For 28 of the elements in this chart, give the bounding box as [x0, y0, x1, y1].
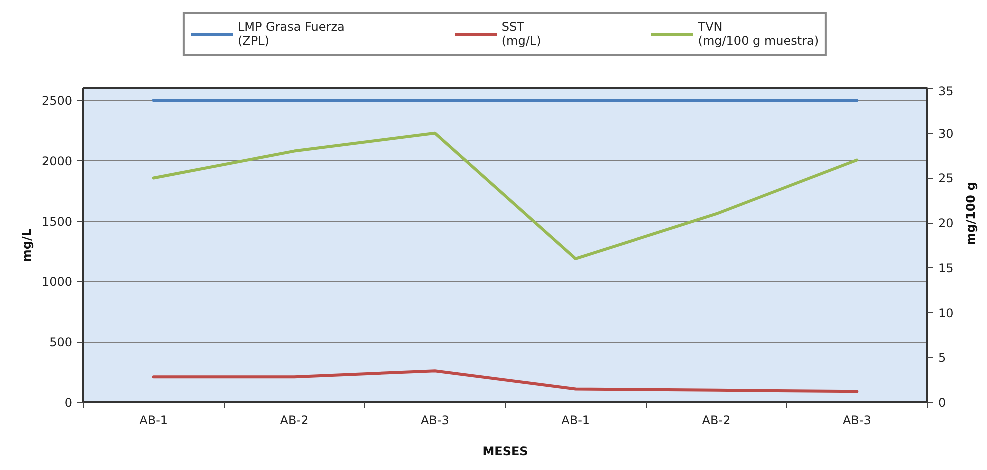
- y2-tick-label: 0: [938, 396, 946, 410]
- y2-tick-label: 20: [938, 216, 954, 231]
- y2-axis-title: mg/100 g: [964, 182, 978, 246]
- y-tick-label: 1500: [42, 214, 73, 229]
- y-tick-label: 2500: [42, 94, 73, 108]
- x-tick-label: AB-3: [420, 414, 450, 428]
- x-axis-title: MESES: [482, 444, 528, 458]
- x-tick-label: AB-2: [280, 414, 309, 428]
- y2-tick-label: 30: [938, 126, 954, 141]
- y-tick-label: 2000: [42, 154, 73, 168]
- x-tick-label: AB-3: [842, 414, 872, 428]
- y-axis-title: mg/L: [20, 228, 34, 262]
- line-series: [152, 132, 859, 260]
- y2-tick-label: 15: [938, 261, 954, 276]
- y2-tick-label: 10: [938, 306, 954, 320]
- x-tick-label: AB-1: [140, 414, 168, 428]
- legend-label: SST (mg/L): [502, 20, 542, 48]
- y2-tick-label: 35: [938, 84, 954, 98]
- y-tick-label: 1000: [42, 275, 73, 290]
- y2-tick-label: 5: [938, 351, 946, 366]
- legend-label: TVN (mg/100 g muestra): [698, 20, 820, 48]
- x-tick-label: AB-2: [702, 414, 731, 428]
- legend-label: LMP Grasa Fuerza (ZPL): [238, 20, 345, 48]
- line-series: [152, 370, 859, 394]
- x-tick-label: AB-1: [562, 414, 590, 428]
- y2-tick-label: 25: [938, 172, 954, 186]
- y-tick-label: 0: [64, 396, 73, 410]
- y-tick-label: 500: [50, 336, 72, 350]
